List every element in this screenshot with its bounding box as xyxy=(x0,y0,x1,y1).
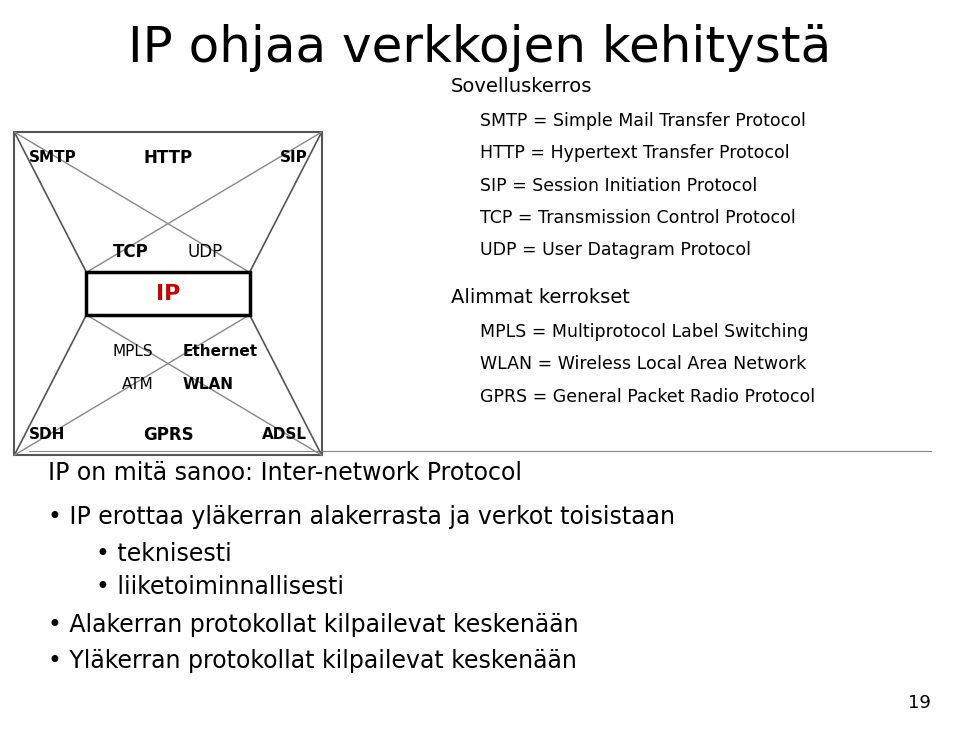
Text: WLAN = Wireless Local Area Network: WLAN = Wireless Local Area Network xyxy=(480,355,806,374)
Text: • liiketoiminnallisesti: • liiketoiminnallisesti xyxy=(96,575,344,599)
Text: ADSL: ADSL xyxy=(262,427,307,442)
Text: TCP: TCP xyxy=(113,243,149,261)
Text: GPRS: GPRS xyxy=(143,426,193,443)
Text: • Yläkerran protokollat kilpailevat keskenään: • Yläkerran protokollat kilpailevat kesk… xyxy=(48,649,577,672)
Text: UDP: UDP xyxy=(187,243,223,261)
Text: • Alakerran protokollat kilpailevat keskenään: • Alakerran protokollat kilpailevat kesk… xyxy=(48,614,579,637)
Text: Alimmat kerrokset: Alimmat kerrokset xyxy=(451,288,630,307)
Text: 19: 19 xyxy=(908,694,931,712)
Text: SIP: SIP xyxy=(279,150,307,165)
Text: • teknisesti: • teknisesti xyxy=(96,542,231,566)
Text: UDP = User Datagram Protocol: UDP = User Datagram Protocol xyxy=(480,241,751,259)
Text: • IP erottaa yläkerran alakerrasta ja verkot toisistaan: • IP erottaa yläkerran alakerrasta ja ve… xyxy=(48,506,675,529)
Text: Sovelluskerros: Sovelluskerros xyxy=(451,77,592,96)
Text: IP ohjaa verkkojen kehitystä: IP ohjaa verkkojen kehitystä xyxy=(129,23,831,72)
Text: MPLS: MPLS xyxy=(113,344,154,359)
Text: IP: IP xyxy=(156,283,180,304)
Text: SMTP = Simple Mail Transfer Protocol: SMTP = Simple Mail Transfer Protocol xyxy=(480,112,805,130)
Text: IP on mitä sanoo: Inter-network Protocol: IP on mitä sanoo: Inter-network Protocol xyxy=(48,462,522,485)
Text: HTTP: HTTP xyxy=(143,149,193,167)
Text: MPLS = Multiprotocol Label Switching: MPLS = Multiprotocol Label Switching xyxy=(480,323,808,341)
Text: Ethernet: Ethernet xyxy=(182,344,257,359)
Text: TCP = Transmission Control Protocol: TCP = Transmission Control Protocol xyxy=(480,209,796,227)
Text: GPRS = General Packet Radio Protocol: GPRS = General Packet Radio Protocol xyxy=(480,388,815,406)
Text: HTTP = Hypertext Transfer Protocol: HTTP = Hypertext Transfer Protocol xyxy=(480,144,790,162)
Text: SIP = Session Initiation Protocol: SIP = Session Initiation Protocol xyxy=(480,177,757,195)
Text: ATM: ATM xyxy=(122,377,154,392)
Text: SDH: SDH xyxy=(29,427,65,442)
FancyBboxPatch shape xyxy=(14,132,322,455)
Text: SMTP: SMTP xyxy=(29,150,77,165)
FancyBboxPatch shape xyxy=(86,272,250,315)
Text: WLAN: WLAN xyxy=(182,377,233,392)
